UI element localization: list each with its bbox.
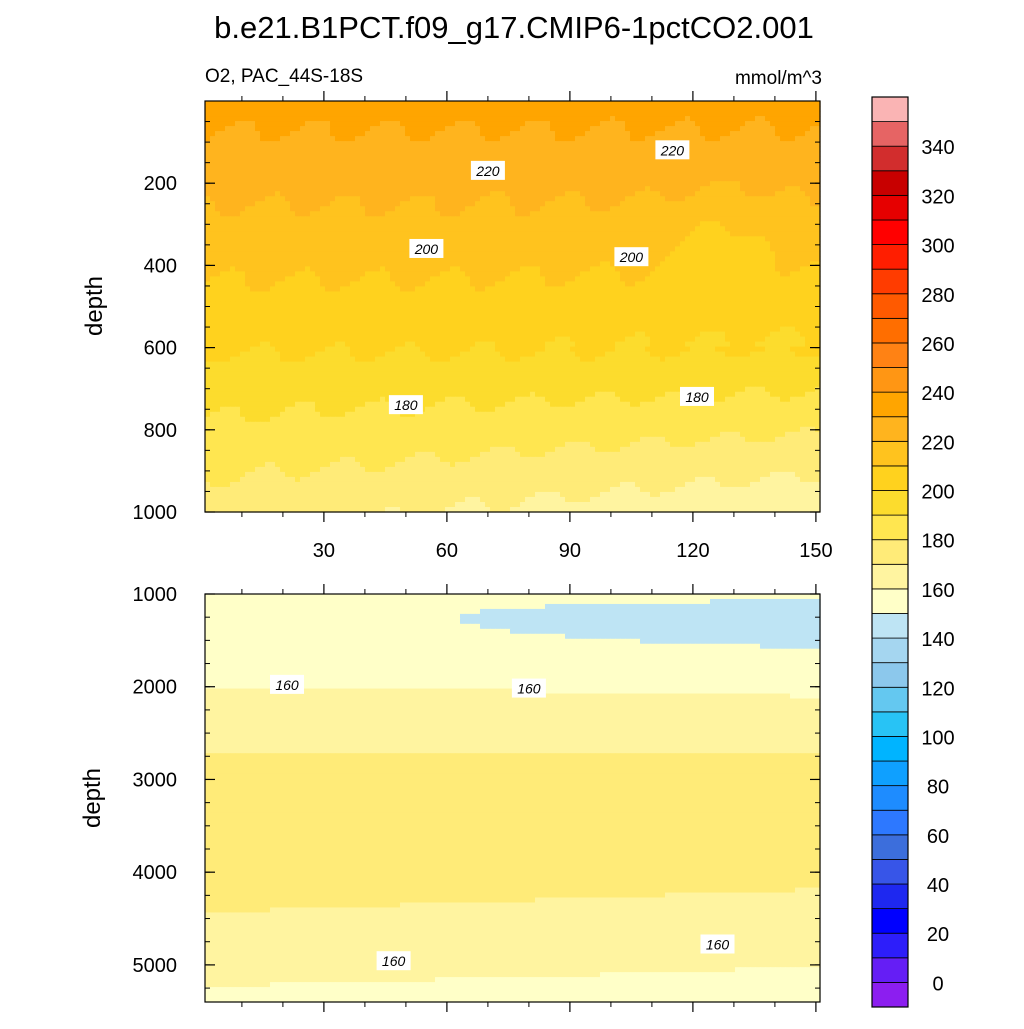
colorbar-swatch (872, 97, 908, 122)
colorbar-swatch (872, 466, 908, 491)
colorbar-swatch (872, 786, 908, 811)
colorbar-tick-label: 60 (927, 826, 949, 848)
contour-label: 160 (512, 679, 546, 698)
contour-label: 220 (471, 161, 505, 180)
y-tick-label: 200 (144, 173, 177, 195)
colorbar-tick-label: 340 (921, 137, 954, 159)
contour-label: 200 (409, 239, 443, 258)
colorbar: 0 20 40 60 80 100 120 140 160 180 200 220 240 260 280 3… (872, 97, 955, 1007)
colorbar-swatch (872, 736, 908, 761)
colorbar-swatch (872, 491, 908, 516)
contour-fill (205, 101, 821, 513)
colorbar-swatch (872, 220, 908, 245)
colorbar-swatch (872, 540, 908, 565)
colorbar-swatch (872, 687, 908, 712)
colorbar-tick-label: 40 (927, 875, 949, 897)
y-tick-label: 4000 (133, 862, 178, 884)
colorbar-swatch (872, 638, 908, 663)
contour-label: 200 (614, 247, 648, 266)
y-tick-label: 5000 (133, 955, 178, 977)
y-tick-label: 400 (144, 255, 177, 277)
colorbar-swatch (872, 810, 908, 835)
colorbar-tick-label: 80 (927, 777, 949, 799)
colorbar-tick-label: 0 (932, 973, 943, 995)
colorbar-swatch (872, 122, 908, 147)
colorbar-swatch (872, 392, 908, 417)
colorbar-swatch (872, 171, 908, 196)
colorbar-swatch (872, 368, 908, 393)
colorbar-swatch (872, 146, 908, 171)
contour-label: 160 (701, 935, 735, 954)
y-tick-label: 1000 (133, 502, 178, 524)
colorbar-swatch (872, 958, 908, 983)
lower-y-axis-title: depth (79, 768, 106, 828)
contour-label: 160 (270, 675, 304, 694)
x-tick-label: 90 (559, 540, 581, 562)
colorbar-tick-label: 220 (921, 432, 954, 454)
colorbar-swatch (872, 933, 908, 958)
colorbar-swatch (872, 884, 908, 909)
colorbar-tick-label: 200 (921, 482, 954, 504)
colorbar-swatch (872, 318, 908, 343)
chart-title: b.e21.B1PCT.f09_g17.CMIP6-1pctCO2.001 (214, 10, 814, 45)
y-tick-label: 2000 (133, 677, 178, 699)
contour-label: 180 (389, 395, 423, 414)
colorbar-swatch (872, 835, 908, 860)
colorbar-swatch (872, 982, 908, 1007)
colorbar-swatch (872, 663, 908, 688)
colorbar-swatch (872, 712, 908, 737)
contour-label: 220 (655, 140, 689, 159)
colorbar-swatch (872, 613, 908, 638)
colorbar-tick-label: 300 (921, 236, 954, 258)
units-label: mmol/m^3 (735, 68, 822, 89)
colorbar-swatch (872, 761, 908, 786)
colorbar-tick-label: 240 (921, 383, 954, 405)
x-tick-label: 60 (436, 540, 458, 562)
colorbar-tick-label: 280 (921, 285, 954, 307)
lower-panel: 1000 2000 3000 4000 5000 160 160 160 160 (133, 584, 821, 1012)
contour-label: 160 (377, 951, 411, 970)
colorbar-tick-label: 100 (921, 727, 954, 749)
colorbar-swatch (872, 564, 908, 589)
x-tick-label: 30 (313, 540, 335, 562)
colorbar-tick-label: 320 (921, 186, 954, 208)
y-tick-label: 1000 (133, 584, 178, 606)
colorbar-swatch (872, 909, 908, 934)
colorbar-tick-label: 160 (921, 580, 954, 602)
y-tick-label: 600 (144, 338, 177, 360)
variable-region-label: O2, PAC_44S-18S (205, 66, 363, 87)
colorbar-tick-label: 20 (927, 924, 949, 946)
colorbar-swatch (872, 859, 908, 884)
colorbar-swatch (872, 195, 908, 220)
colorbar-swatch (872, 417, 908, 442)
y-tick-label: 800 (144, 420, 177, 442)
colorbar-swatch (872, 441, 908, 466)
upper-panel: 200 400 600 800 1000 30 60 90 120 150 220 220 200 200… (133, 91, 833, 562)
contour-label: 180 (680, 387, 714, 406)
x-tick-label: 120 (676, 540, 709, 562)
colorbar-tick-label: 180 (921, 531, 954, 553)
y-tick-label: 3000 (133, 769, 178, 791)
colorbar-swatch (872, 343, 908, 368)
colorbar-tick-label: 120 (921, 678, 954, 700)
colorbar-swatch (872, 269, 908, 294)
colorbar-tick-label: 140 (921, 629, 954, 651)
upper-y-axis-title: depth (81, 276, 108, 336)
colorbar-tick-label: 260 (921, 334, 954, 356)
colorbar-swatch (872, 294, 908, 319)
colorbar-swatch (872, 515, 908, 540)
x-tick-label: 150 (799, 540, 832, 562)
colorbar-swatch (872, 589, 908, 614)
colorbar-swatch (872, 245, 908, 270)
